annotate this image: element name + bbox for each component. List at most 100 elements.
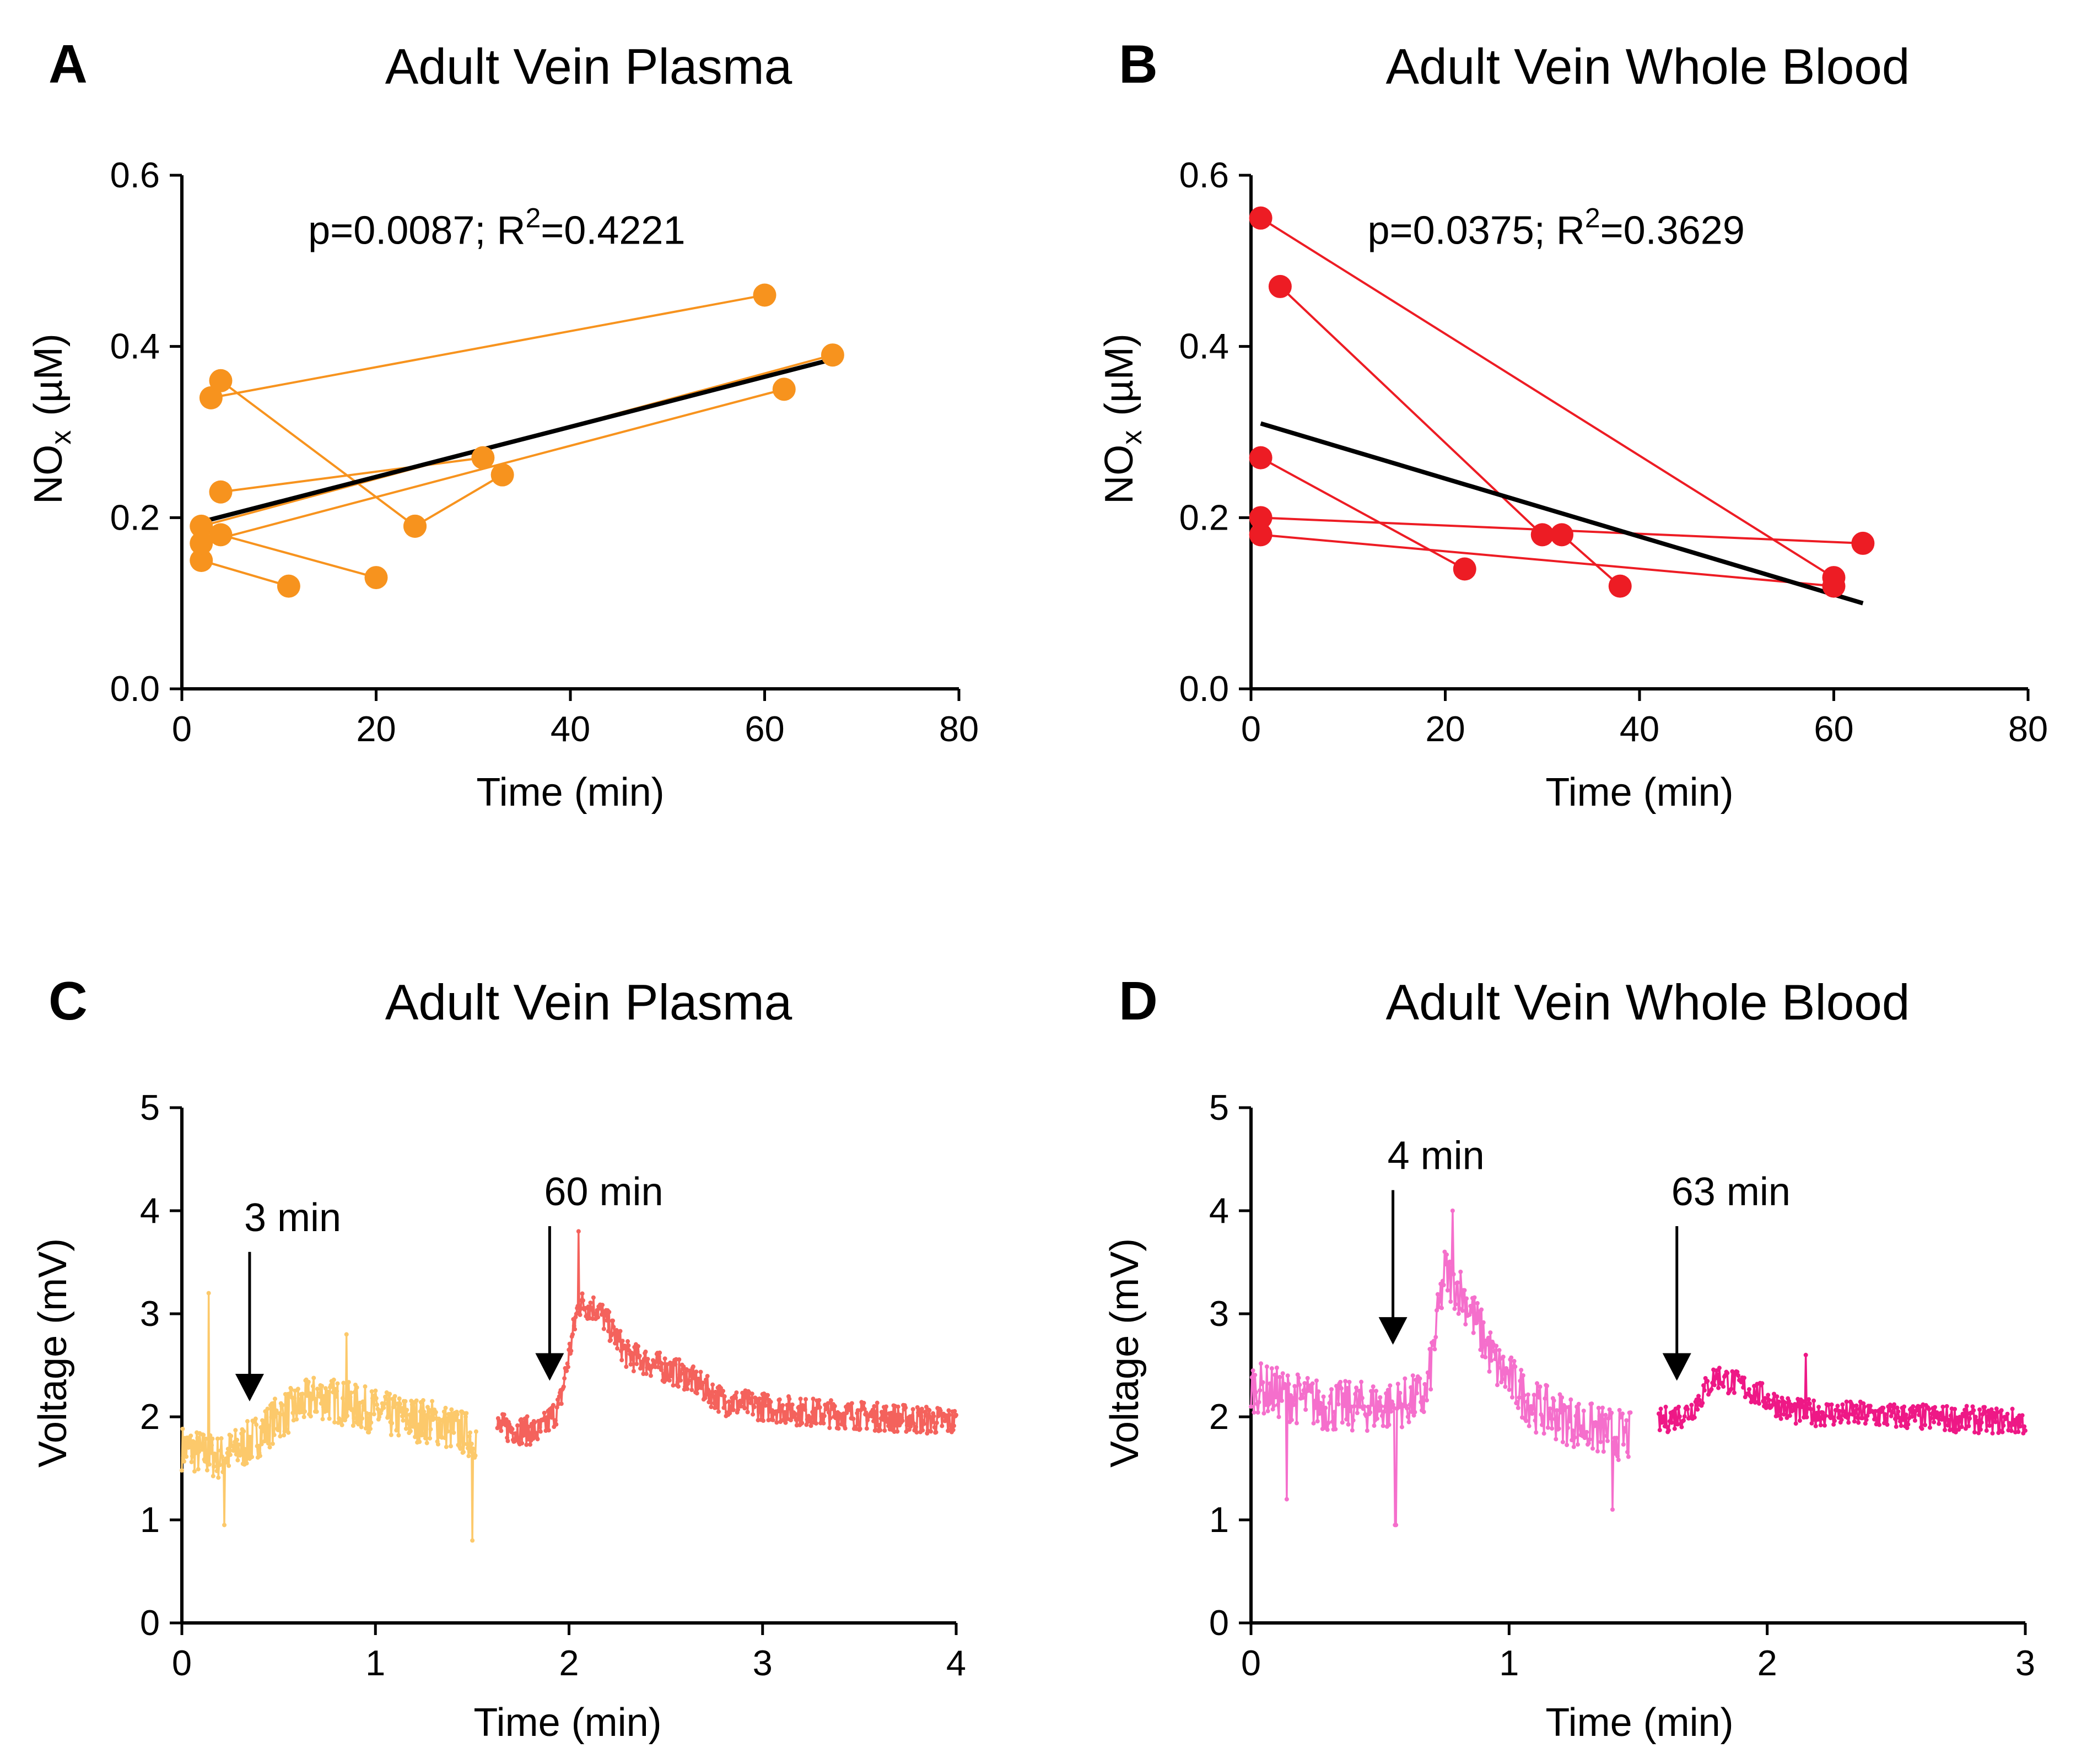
trace-point-d bbox=[1682, 1414, 1687, 1419]
trace-point-d bbox=[1581, 1409, 1586, 1414]
trace-point-d bbox=[1994, 1406, 1999, 1411]
trace-point-d bbox=[1669, 1420, 1674, 1425]
trace-point-c bbox=[729, 1404, 734, 1409]
trace-point-d bbox=[1972, 1430, 1977, 1435]
panel-letter-c: C bbox=[48, 970, 88, 1031]
trace-point-c bbox=[282, 1433, 287, 1438]
trace-point-c bbox=[919, 1406, 924, 1411]
trace-point-c bbox=[276, 1427, 281, 1432]
trace-point-c bbox=[656, 1354, 661, 1359]
trace-point-d bbox=[1530, 1405, 1535, 1410]
data-point-b bbox=[1608, 574, 1632, 598]
y-tick-label-a: 0.6 bbox=[110, 155, 160, 195]
trace-point-c bbox=[238, 1450, 243, 1455]
y-tick-label-c: 1 bbox=[140, 1499, 160, 1540]
trace-point-d bbox=[1984, 1428, 1989, 1433]
trace-point-c bbox=[788, 1418, 793, 1423]
trace-point-c bbox=[710, 1382, 715, 1387]
trace-point-c bbox=[858, 1426, 862, 1431]
trace-point-c bbox=[709, 1405, 714, 1410]
trace-point-d bbox=[1700, 1401, 1705, 1406]
trace-point-d bbox=[1493, 1357, 1498, 1362]
trace-point-c bbox=[505, 1438, 510, 1443]
trace-point-d bbox=[1570, 1428, 1575, 1433]
trace-point-c bbox=[927, 1408, 932, 1413]
trace-point-c bbox=[870, 1414, 875, 1418]
trace-point-c bbox=[325, 1389, 330, 1394]
trace-point-c bbox=[733, 1395, 738, 1400]
trace-point-c bbox=[424, 1441, 429, 1445]
trace-point-d bbox=[1841, 1409, 1846, 1414]
data-point-a bbox=[821, 343, 844, 367]
trace-point-d bbox=[1463, 1322, 1468, 1327]
trace-point-d bbox=[1754, 1391, 1759, 1396]
trace-point-d bbox=[1993, 1420, 1998, 1425]
trace-point-d bbox=[1797, 1418, 1802, 1423]
trace-point-d bbox=[1374, 1389, 1379, 1394]
trace-point-c bbox=[398, 1409, 403, 1414]
trace-point-d bbox=[1906, 1422, 1911, 1427]
x-tick-label-a: 20 bbox=[356, 709, 396, 749]
trace-point-d bbox=[1312, 1399, 1317, 1404]
trace-point-c bbox=[289, 1387, 294, 1392]
trace-point-d bbox=[1340, 1420, 1345, 1425]
trace-point-d bbox=[1366, 1404, 1371, 1409]
trace-point-c bbox=[273, 1414, 278, 1419]
y-axis-label-a: NOx (µM) bbox=[26, 333, 77, 504]
trace-point-c bbox=[257, 1453, 262, 1458]
trace-point-c bbox=[714, 1396, 719, 1401]
trace-point-c bbox=[723, 1400, 728, 1405]
trace-point-c bbox=[826, 1410, 831, 1415]
trace-point-d bbox=[1421, 1409, 1426, 1414]
trace-point-c bbox=[402, 1413, 407, 1418]
x-axis-label-a: Time (min) bbox=[476, 770, 664, 814]
trace-point-d bbox=[1854, 1403, 1859, 1408]
trace-point-d bbox=[1507, 1387, 1512, 1392]
trace-point-d bbox=[1899, 1423, 1904, 1428]
trace-point-c bbox=[352, 1416, 357, 1421]
trace-point-d bbox=[1715, 1372, 1720, 1377]
trace-point-c bbox=[366, 1430, 371, 1435]
trace-point-c bbox=[681, 1364, 686, 1369]
trace-point-d bbox=[1503, 1384, 1508, 1389]
trace-point-d bbox=[1830, 1415, 1835, 1420]
trace-point-d bbox=[1552, 1417, 1557, 1422]
trace-point-c bbox=[360, 1399, 365, 1404]
trace-point-c bbox=[287, 1392, 292, 1397]
trace-point-d bbox=[1964, 1404, 1969, 1409]
trace-point-c bbox=[348, 1395, 353, 1400]
trace-point-c bbox=[881, 1417, 886, 1422]
trace-point-d bbox=[1520, 1373, 1525, 1378]
trace-point-c bbox=[707, 1400, 711, 1405]
trace-point-c bbox=[607, 1309, 612, 1314]
trace-point-c bbox=[932, 1425, 937, 1430]
trace-point-c bbox=[398, 1401, 403, 1406]
trace-point-d bbox=[1406, 1420, 1411, 1425]
trace-point-d bbox=[1302, 1381, 1307, 1386]
trace-point-d bbox=[1547, 1406, 1552, 1411]
trace-point-c bbox=[826, 1401, 831, 1406]
trace-point-d bbox=[1345, 1386, 1350, 1391]
trace-point-d bbox=[1971, 1408, 1976, 1413]
trace-point-d bbox=[1435, 1308, 1439, 1313]
trace-point-d bbox=[1404, 1406, 1409, 1411]
trace-point-d bbox=[1387, 1422, 1392, 1427]
trace-point-d bbox=[1892, 1416, 1897, 1421]
trace-point-d bbox=[1382, 1409, 1387, 1414]
trace-point-d bbox=[1803, 1352, 1808, 1357]
trace-point-d bbox=[1323, 1405, 1328, 1410]
trace-point-d bbox=[1741, 1385, 1746, 1390]
stats-tail-a: =0.4221 bbox=[541, 208, 685, 252]
trace-point-c bbox=[230, 1443, 235, 1448]
trace-point-c bbox=[606, 1329, 611, 1334]
trace-point-c bbox=[418, 1409, 423, 1414]
trace-point-c bbox=[466, 1454, 471, 1459]
trace-point-c bbox=[793, 1411, 798, 1416]
trace-point-d bbox=[1771, 1398, 1776, 1403]
trace-point-c bbox=[726, 1399, 731, 1404]
trace-point-d bbox=[1832, 1418, 1837, 1423]
trace-point-c bbox=[450, 1426, 455, 1431]
trace-point-d bbox=[1275, 1402, 1280, 1407]
data-point-a bbox=[753, 283, 777, 307]
trace-point-d bbox=[1664, 1425, 1669, 1429]
